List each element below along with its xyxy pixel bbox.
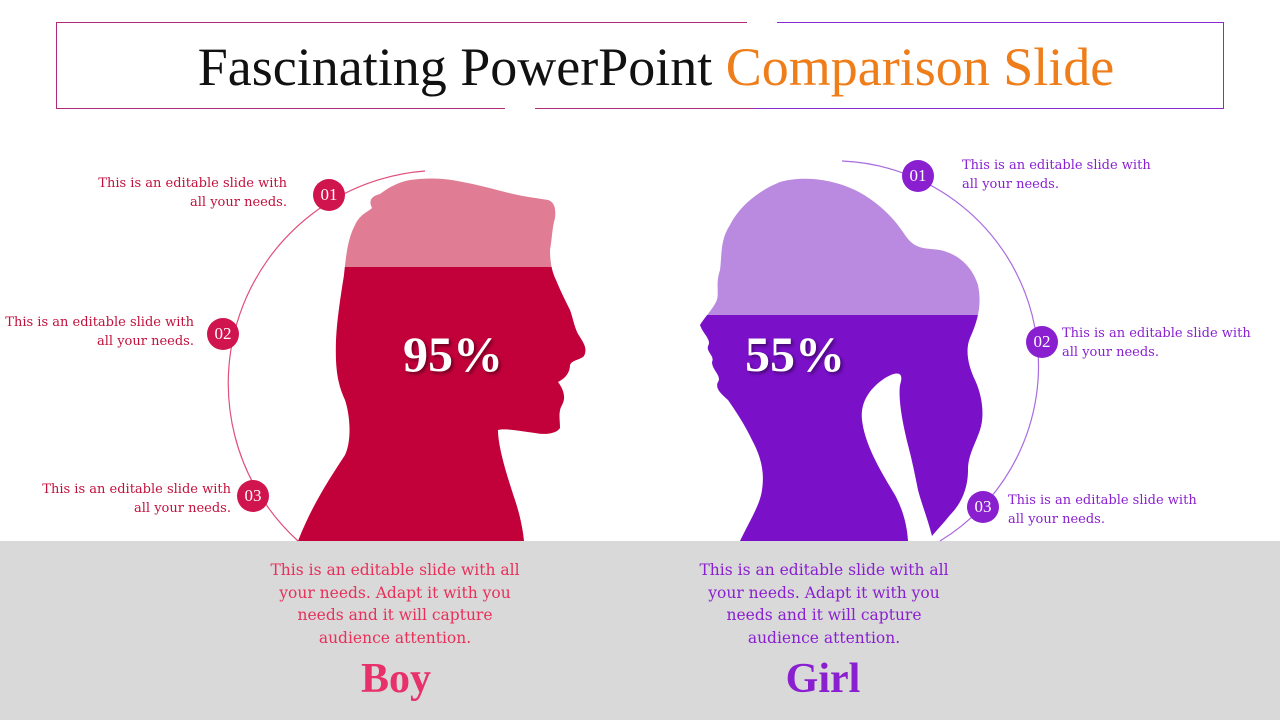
title-accent: Comparison Slide bbox=[725, 37, 1115, 97]
slide-title: Fascinating PowerPoint Comparison Slide bbox=[57, 37, 1255, 97]
boy-point-text: This is an editable slide with all your … bbox=[5, 315, 194, 349]
girl-point-badge: 02 bbox=[1026, 326, 1058, 358]
girl-percent: 55% bbox=[745, 326, 845, 382]
girl-description: This is an editable slide with all your … bbox=[699, 561, 949, 647]
girl-point-badge: 01 bbox=[902, 160, 934, 192]
boy-description: This is an editable slide with all your … bbox=[270, 561, 520, 647]
bottom-band bbox=[0, 541, 1280, 720]
girl-silhouette bbox=[700, 178, 983, 541]
girl-point-text: This is an editable slide with all your … bbox=[962, 158, 1151, 192]
boy-point-badge: 01 bbox=[313, 179, 345, 211]
girl-point-text: This is an editable slide with all your … bbox=[1008, 493, 1197, 527]
boy-label: Boy bbox=[360, 656, 431, 702]
boy-point-text: This is an editable slide with all your … bbox=[98, 176, 287, 210]
girl-point-badge: 03 bbox=[967, 491, 999, 523]
title-frame: Fascinating PowerPoint Comparison Slide bbox=[56, 20, 1224, 111]
title-frame-accent-border bbox=[754, 22, 1224, 109]
boy-point-badge: 02 bbox=[207, 318, 239, 350]
boy-point-text: This is an editable slide with all your … bbox=[42, 482, 231, 516]
boy-percent: 95% bbox=[403, 326, 503, 382]
title-main: Fascinating PowerPoint bbox=[197, 37, 713, 97]
girl-point-text: This is an editable slide with all your … bbox=[1062, 326, 1251, 360]
girl-label: Girl bbox=[785, 656, 861, 702]
boy-point-badge: 03 bbox=[237, 480, 269, 512]
